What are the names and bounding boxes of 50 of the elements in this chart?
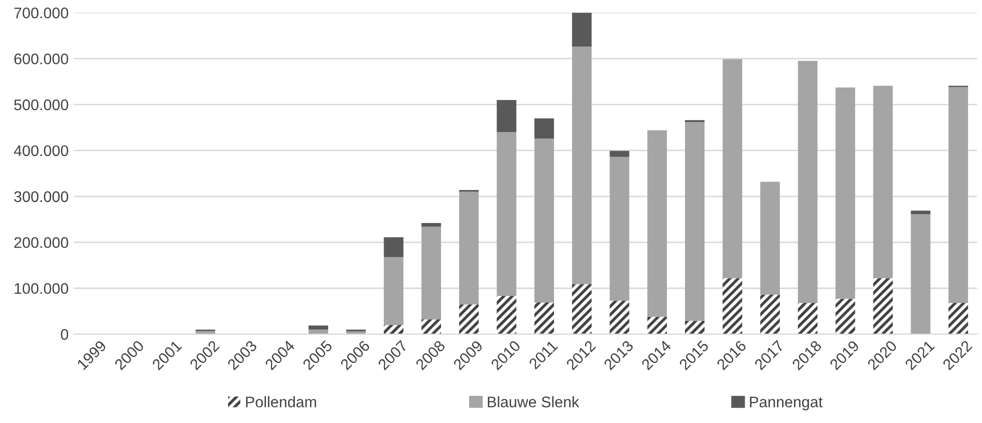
bar: [421, 319, 442, 334]
bar: [384, 237, 404, 258]
bar: [534, 138, 554, 302]
y-tick-label: 200.000: [14, 237, 68, 248]
y-tick-label: 300.000: [14, 191, 68, 202]
y-tick-label: 700.000: [14, 8, 68, 18]
bar: [836, 88, 856, 299]
bar: [308, 325, 328, 330]
bar: [496, 100, 516, 132]
bar: [760, 294, 780, 334]
bar: [572, 12, 592, 47]
y-tick-label: 0: [60, 329, 68, 340]
bar: [610, 150, 630, 157]
bar: [534, 302, 554, 334]
bar: [836, 298, 856, 334]
bar: [873, 278, 893, 334]
bar: [798, 302, 818, 334]
bar: [684, 122, 705, 321]
legend-label: Pollendam: [246, 396, 316, 408]
bar: [647, 316, 667, 334]
bar: [798, 60, 818, 303]
legend-label: Blauwe Slenk: [488, 396, 580, 408]
y-tick-label: 400.000: [14, 145, 68, 156]
bar: [684, 320, 705, 334]
bar: [610, 300, 630, 334]
y-tick-label: 600.000: [14, 53, 68, 64]
bar: [722, 278, 742, 334]
y-tick-label: 100.000: [14, 283, 68, 294]
bar: [459, 192, 479, 304]
bar: [384, 257, 404, 325]
bar: [910, 210, 930, 214]
bar: [459, 304, 479, 334]
legend-label: Pannengat: [750, 396, 823, 410]
bar: [948, 87, 968, 303]
bar: [572, 46, 592, 284]
bar: [496, 132, 516, 296]
y-tick-label: 500.000: [14, 99, 68, 110]
bar: [384, 324, 404, 334]
bar: [722, 59, 742, 278]
bar: [421, 226, 442, 320]
bar: [572, 284, 592, 334]
bar: [421, 223, 442, 227]
bar: [610, 156, 630, 301]
bar: [910, 214, 930, 334]
bar: [496, 296, 516, 334]
bar: [760, 182, 780, 295]
bar: [647, 130, 667, 317]
bar: [534, 118, 554, 139]
bar: [948, 302, 968, 334]
bar: [873, 86, 893, 278]
